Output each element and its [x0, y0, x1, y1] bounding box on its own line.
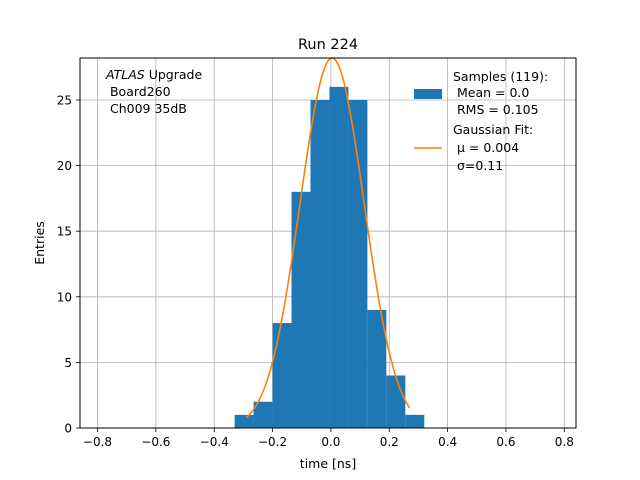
legend-samples-swatch [414, 89, 442, 99]
legend-samples-mean: Mean = 0.0 [453, 85, 529, 100]
y-tick-label-2: 10 [57, 290, 72, 304]
x-tick-label-3: −0.2 [258, 435, 287, 449]
histogram-bar-5 [329, 86, 349, 429]
histogram-bar-2 [272, 323, 292, 428]
legend-fit-mu: μ = 0.004 [453, 140, 519, 155]
y-tick-label-3: 15 [57, 225, 72, 239]
histogram-bar-3 [291, 191, 311, 428]
x-tick-label-8: 0.8 [555, 435, 574, 449]
legend-samples-title: Samples (119): [453, 69, 548, 84]
legend-fit-sigma: σ=0.11 [453, 158, 503, 173]
histogram-bars [234, 86, 425, 429]
gaussian-fit-curve [245, 57, 411, 419]
histogram-bar-4 [310, 99, 330, 429]
annotation-channel: Ch009 35dB [106, 101, 187, 116]
histogram-bar-6 [348, 99, 368, 429]
x-tick-label-1: −0.6 [141, 435, 170, 449]
y-tick-label-5: 25 [57, 93, 72, 107]
histogram-bar-8 [386, 375, 406, 428]
atlas-annotation: ATLAS Upgrade Board260 Ch009 35dB [105, 67, 202, 116]
annotation-board: Board260 [106, 84, 171, 99]
legend-samples-rms: RMS = 0.105 [453, 102, 539, 117]
y-tick-label-4: 20 [57, 159, 72, 173]
x-tick-label-5: 0.2 [380, 435, 399, 449]
plot-frame [79, 57, 577, 429]
x-tick-label-2: −0.4 [200, 435, 229, 449]
x-tick-label-4: 0.0 [321, 435, 340, 449]
histogram-bar-0 [234, 414, 254, 428]
x-tick-label-7: 0.6 [496, 435, 515, 449]
x-tick-label-0: −0.8 [83, 435, 112, 449]
chart-title: Run 224 [298, 37, 358, 53]
y-axis-ticks: 0 5 10 15 20 25 [57, 93, 80, 436]
annotation-atlas-italic: ATLAS [105, 67, 145, 82]
annotation-upgrade: Upgrade [145, 67, 203, 82]
legend: Samples (119): Mean = 0.0 RMS = 0.105 Ga… [414, 69, 548, 173]
y-tick-label-0: 0 [64, 422, 72, 436]
x-axis-ticks: −0.8 −0.6 −0.4 −0.2 0.0 0.2 0.4 0.6 0.8 [83, 428, 574, 449]
x-tick-label-6: 0.4 [438, 435, 457, 449]
histogram-bar-9 [405, 414, 425, 428]
histogram-bar-7 [367, 309, 387, 428]
y-axis-label: Entries [32, 221, 47, 265]
y-tick-label-1: 5 [64, 356, 72, 370]
legend-fit-title: Gaussian Fit: [453, 122, 533, 137]
svg-text:ATLAS Upgrade: ATLAS Upgrade [105, 67, 202, 82]
histogram-bar-1 [253, 401, 273, 428]
x-axis-label: time [ns] [300, 456, 356, 471]
